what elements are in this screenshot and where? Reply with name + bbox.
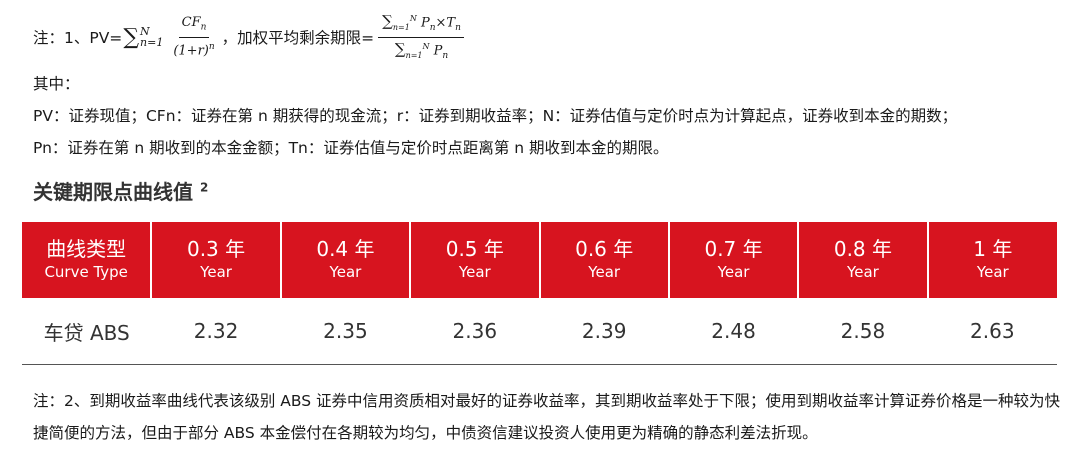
formula-separator: ，加权平均剩余期限= [221,29,375,47]
table-row: 车贷 ABS 2.32 2.35 2.36 2.39 2.48 2.58 2.6… [22,298,1057,365]
wal-num-sum-symbol: ∑ [382,11,393,30]
sum-limits: N n=1 [140,26,163,48]
table-cell: 2.39 [539,298,669,365]
section-title: 关键期限点曲线值 2 [33,176,208,205]
table-cell: 车贷 ABS [22,298,152,365]
where-label: 其中： [33,75,80,93]
table-cell: 2.32 [151,298,281,365]
definition-line-1: PV：证券现值；CFn：证券在第 n 期获得的现金流；r：证券到期收益率；N：证… [33,107,958,125]
table-cell: 2.58 [798,298,928,365]
footnote-2: 注：2、到期收益率曲线代表该级别 ABS 证券中信用资质相对最好的证券收益率，其… [33,392,1061,442]
table-cell: 2.48 [668,298,799,365]
pv-numerator: CF [181,15,201,31]
formula-prefix: 注：1、PV= [33,29,123,47]
header-cell: 0.6 年 Year [539,222,670,298]
pv-numerator-sub: n [200,22,207,33]
header-cell: 0.4 年 Year [280,222,412,298]
definition-line-2: Pn：证券在第 n 期收到的本金金额；Tn：证券估值与定价时点距离第 n 期收到… [33,139,669,157]
header-cell: 1 年 Year [927,222,1057,298]
wal-numerator: P [420,14,430,30]
header-cell: 0.5 年 Year [410,222,541,298]
table-cell: 2.36 [410,298,540,365]
wal-denominator-sub: n [442,50,449,61]
wal-fraction: ∑n=1N Pn×Tn ∑n=1N Pn [378,11,464,64]
wal-numerator-times-sub: n [455,22,461,33]
header-cell: 曲线类型 Curve Type [22,222,153,298]
curve-table: 曲线类型 Curve Type 0.3 年 Year 0.4 年 Year 0.5 年… [22,222,1057,365]
sum-bottom: n=1 [140,36,164,49]
sum-top: N [140,25,150,38]
formula-line: 注：1、PV= ∑ N n=1 CFn (1+r)n ，加权平均剩余期限= ∑n… [33,13,468,60]
table-cell: 2.35 [280,298,411,365]
header-cell: 0.3 年 Year [151,222,282,298]
pv-fraction: CFn (1+r)n [170,15,217,59]
wal-den-sum-symbol: ∑ [394,39,406,58]
header-cell: 0.8 年 Year [798,222,929,298]
wal-denominator: P [433,42,443,58]
header-cell: 0.7 年 Year [668,222,800,298]
section-title-text: 关键期限点曲线值 [33,180,193,204]
section-title-footnote: 2 [199,180,209,195]
pv-denominator-sup: n [208,41,215,52]
table-cell: 2.63 [927,298,1057,365]
table-header-row: 曲线类型 Curve Type 0.3 年 Year 0.4 年 Year 0.5 年… [22,222,1057,298]
sum-symbol: ∑ [123,24,140,50]
wal-numerator-times: ×T [435,14,456,30]
wal-numerator-sub: n [429,22,436,33]
pv-denominator: (1+r) [173,42,209,58]
